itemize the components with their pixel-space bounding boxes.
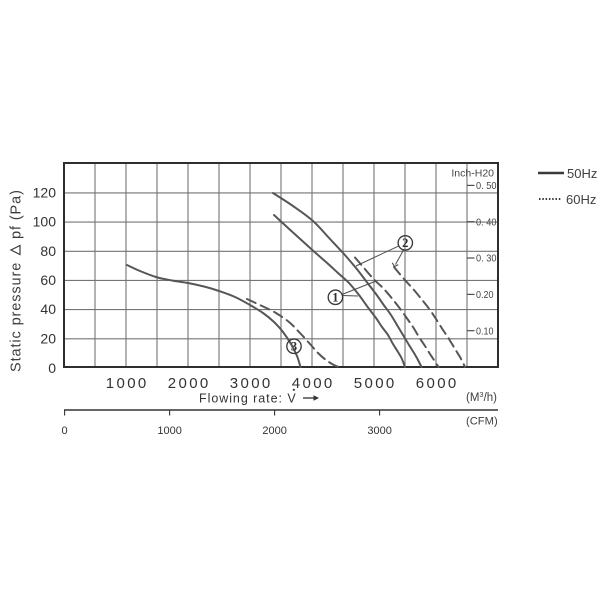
svg-text:0.20: 0.20	[476, 290, 494, 301]
svg-text:(M3/h): (M3/h)	[466, 390, 497, 404]
svg-text:3000: 3000	[367, 425, 391, 437]
svg-text:2000: 2000	[168, 375, 211, 392]
svg-text:3000: 3000	[230, 375, 273, 392]
svg-text:1000: 1000	[157, 425, 181, 437]
svg-text:60Hz: 60Hz	[566, 192, 596, 207]
svg-text:0. 50: 0. 50	[476, 181, 497, 192]
svg-text:20: 20	[40, 330, 56, 346]
svg-text:Static pressure: Static pressure	[9, 262, 25, 372]
svg-text:80: 80	[40, 243, 56, 259]
svg-text:1000: 1000	[106, 375, 149, 392]
svg-text:Inch-H20: Inch-H20	[451, 168, 494, 180]
svg-text:1: 1	[332, 291, 338, 305]
svg-text:pf (Pa): pf (Pa)	[9, 189, 25, 239]
svg-text:5000: 5000	[354, 375, 397, 392]
svg-text:3: 3	[291, 340, 297, 354]
svg-text:(CFM): (CFM)	[466, 416, 498, 428]
svg-text:6000: 6000	[416, 375, 459, 392]
svg-text:60: 60	[40, 272, 56, 288]
svg-text:50Hz: 50Hz	[567, 166, 597, 181]
svg-text:4000: 4000	[292, 375, 335, 392]
svg-text:0.10: 0.10	[476, 326, 494, 337]
svg-text:0: 0	[62, 425, 68, 437]
svg-text:0: 0	[48, 360, 56, 376]
svg-text:Flowing rate: V: Flowing rate: V	[199, 392, 297, 406]
svg-text:0. 30: 0. 30	[476, 254, 497, 265]
svg-text:40: 40	[40, 301, 56, 317]
svg-text:0. 40: 0. 40	[476, 217, 497, 228]
svg-text:120: 120	[33, 184, 57, 200]
svg-text:2000: 2000	[262, 425, 286, 437]
svg-text:2: 2	[402, 236, 408, 250]
svg-text:100: 100	[33, 214, 57, 230]
